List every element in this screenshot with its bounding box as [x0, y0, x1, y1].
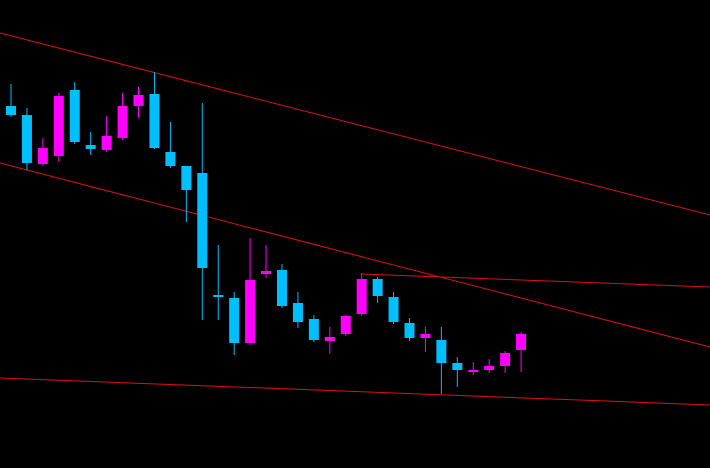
trend-line	[361, 273, 710, 288]
candle-body	[276, 270, 287, 306]
trend-line	[0, 377, 710, 406]
candle-body	[340, 316, 351, 334]
candle-body	[101, 136, 112, 150]
candle-body	[37, 148, 48, 164]
candle-body	[356, 279, 367, 314]
candle-body	[261, 271, 272, 274]
candle-body	[484, 366, 495, 370]
candle-body	[6, 106, 16, 115]
candle-body	[117, 106, 128, 138]
candle-body	[292, 303, 303, 322]
candle-body	[372, 279, 383, 296]
candle-body	[500, 353, 511, 366]
candle-body	[324, 337, 335, 341]
candle-body	[229, 298, 240, 343]
trend-line	[0, 162, 710, 348]
candle-body	[69, 90, 80, 142]
candle-body	[308, 319, 319, 340]
candle-body	[21, 115, 32, 163]
trend-line	[0, 32, 710, 216]
candle-body	[165, 152, 176, 166]
candle-body	[197, 173, 208, 268]
candle-body	[404, 323, 415, 338]
candle-body	[516, 334, 527, 350]
candle-body	[468, 370, 479, 372]
candle-body	[452, 363, 463, 370]
candle-body	[85, 145, 96, 149]
candle-body	[388, 297, 399, 322]
candle-body	[149, 94, 160, 148]
candle-body	[436, 340, 447, 363]
candle-body	[181, 166, 192, 190]
candle-body	[53, 96, 64, 156]
candle-body	[133, 95, 144, 106]
candle-body	[420, 334, 431, 338]
candle-body	[245, 280, 256, 343]
candle-body	[213, 295, 224, 297]
